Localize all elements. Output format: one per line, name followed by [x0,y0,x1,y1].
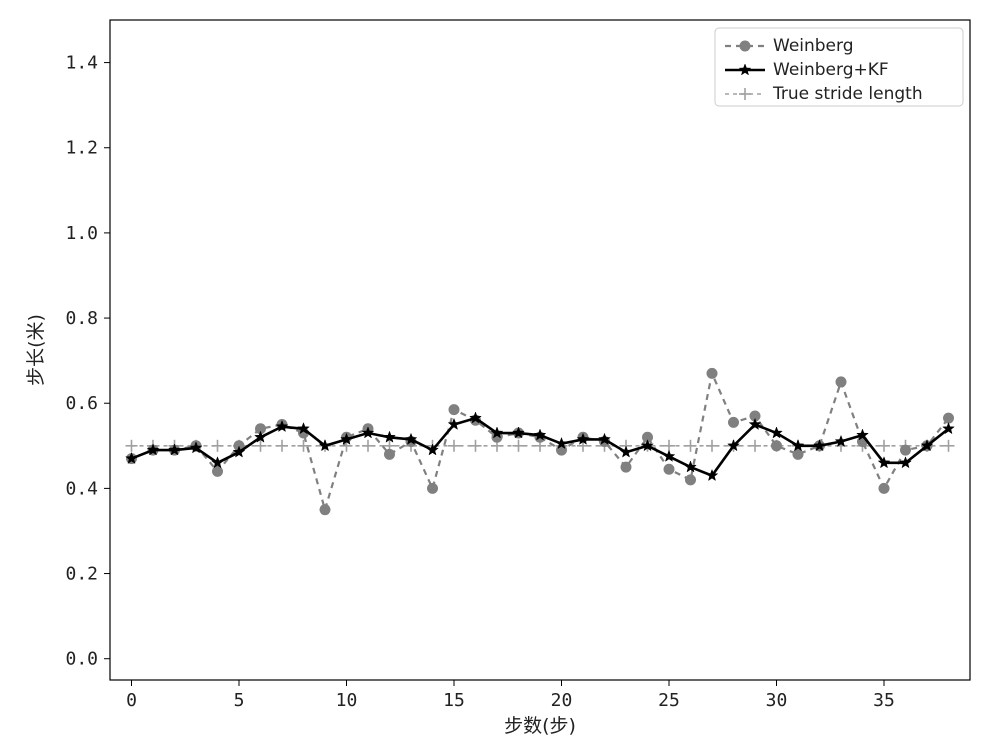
x-axis-label: 步数(步) [504,715,576,737]
x-tick-label: 10 [336,690,358,711]
data-marker [212,466,223,477]
data-marker [664,464,675,475]
data-marker [449,404,460,415]
data-marker [320,504,331,515]
plot-area [110,20,970,680]
y-tick-label: 0.8 [65,308,98,329]
legend-label: True stride length [772,84,923,104]
data-marker [900,445,911,456]
y-tick-label: 0.4 [65,478,98,499]
legend-label: Weinberg [773,36,854,56]
data-marker [707,368,718,379]
data-marker [621,462,632,473]
data-marker [427,483,438,494]
y-tick-label: 0.2 [65,564,98,585]
legend: Weinberg Weinberg+KF True stride length [715,28,963,106]
data-marker [879,483,890,494]
y-tick-label: 1.4 [65,53,98,74]
y-tick-label: 0.0 [65,649,98,670]
x-tick-label: 35 [873,690,895,711]
y-axis-label: 步长(米) [25,314,47,386]
data-marker [793,449,804,460]
line-chart: 0 5 10 15 20 25 30 35 步数(步) 0.0 0.2 0.4 0.6 0.8 1.0 1.2… [0,0,1000,752]
legend-label: Weinberg+KF [773,60,889,80]
y-tick-label: 0.6 [65,393,98,414]
x-tick-label: 20 [551,690,573,711]
data-marker [685,474,696,485]
x-tick-label: 0 [126,690,137,711]
y-tick-label: 1.2 [65,138,98,159]
x-tick-label: 15 [443,690,465,711]
data-marker [384,449,395,460]
x-tick-label: 30 [766,690,788,711]
x-tick-label: 25 [658,690,680,711]
data-marker [728,417,739,428]
chart-container: 0 5 10 15 20 25 30 35 步数(步) 0.0 0.2 0.4 0.6 0.8 1.0 1.2… [0,0,1000,752]
data-marker [771,440,782,451]
y-tick-label: 1.0 [65,223,98,244]
x-tick-label: 5 [234,690,245,711]
data-marker [836,376,847,387]
data-marker [740,41,751,52]
data-marker [943,413,954,424]
